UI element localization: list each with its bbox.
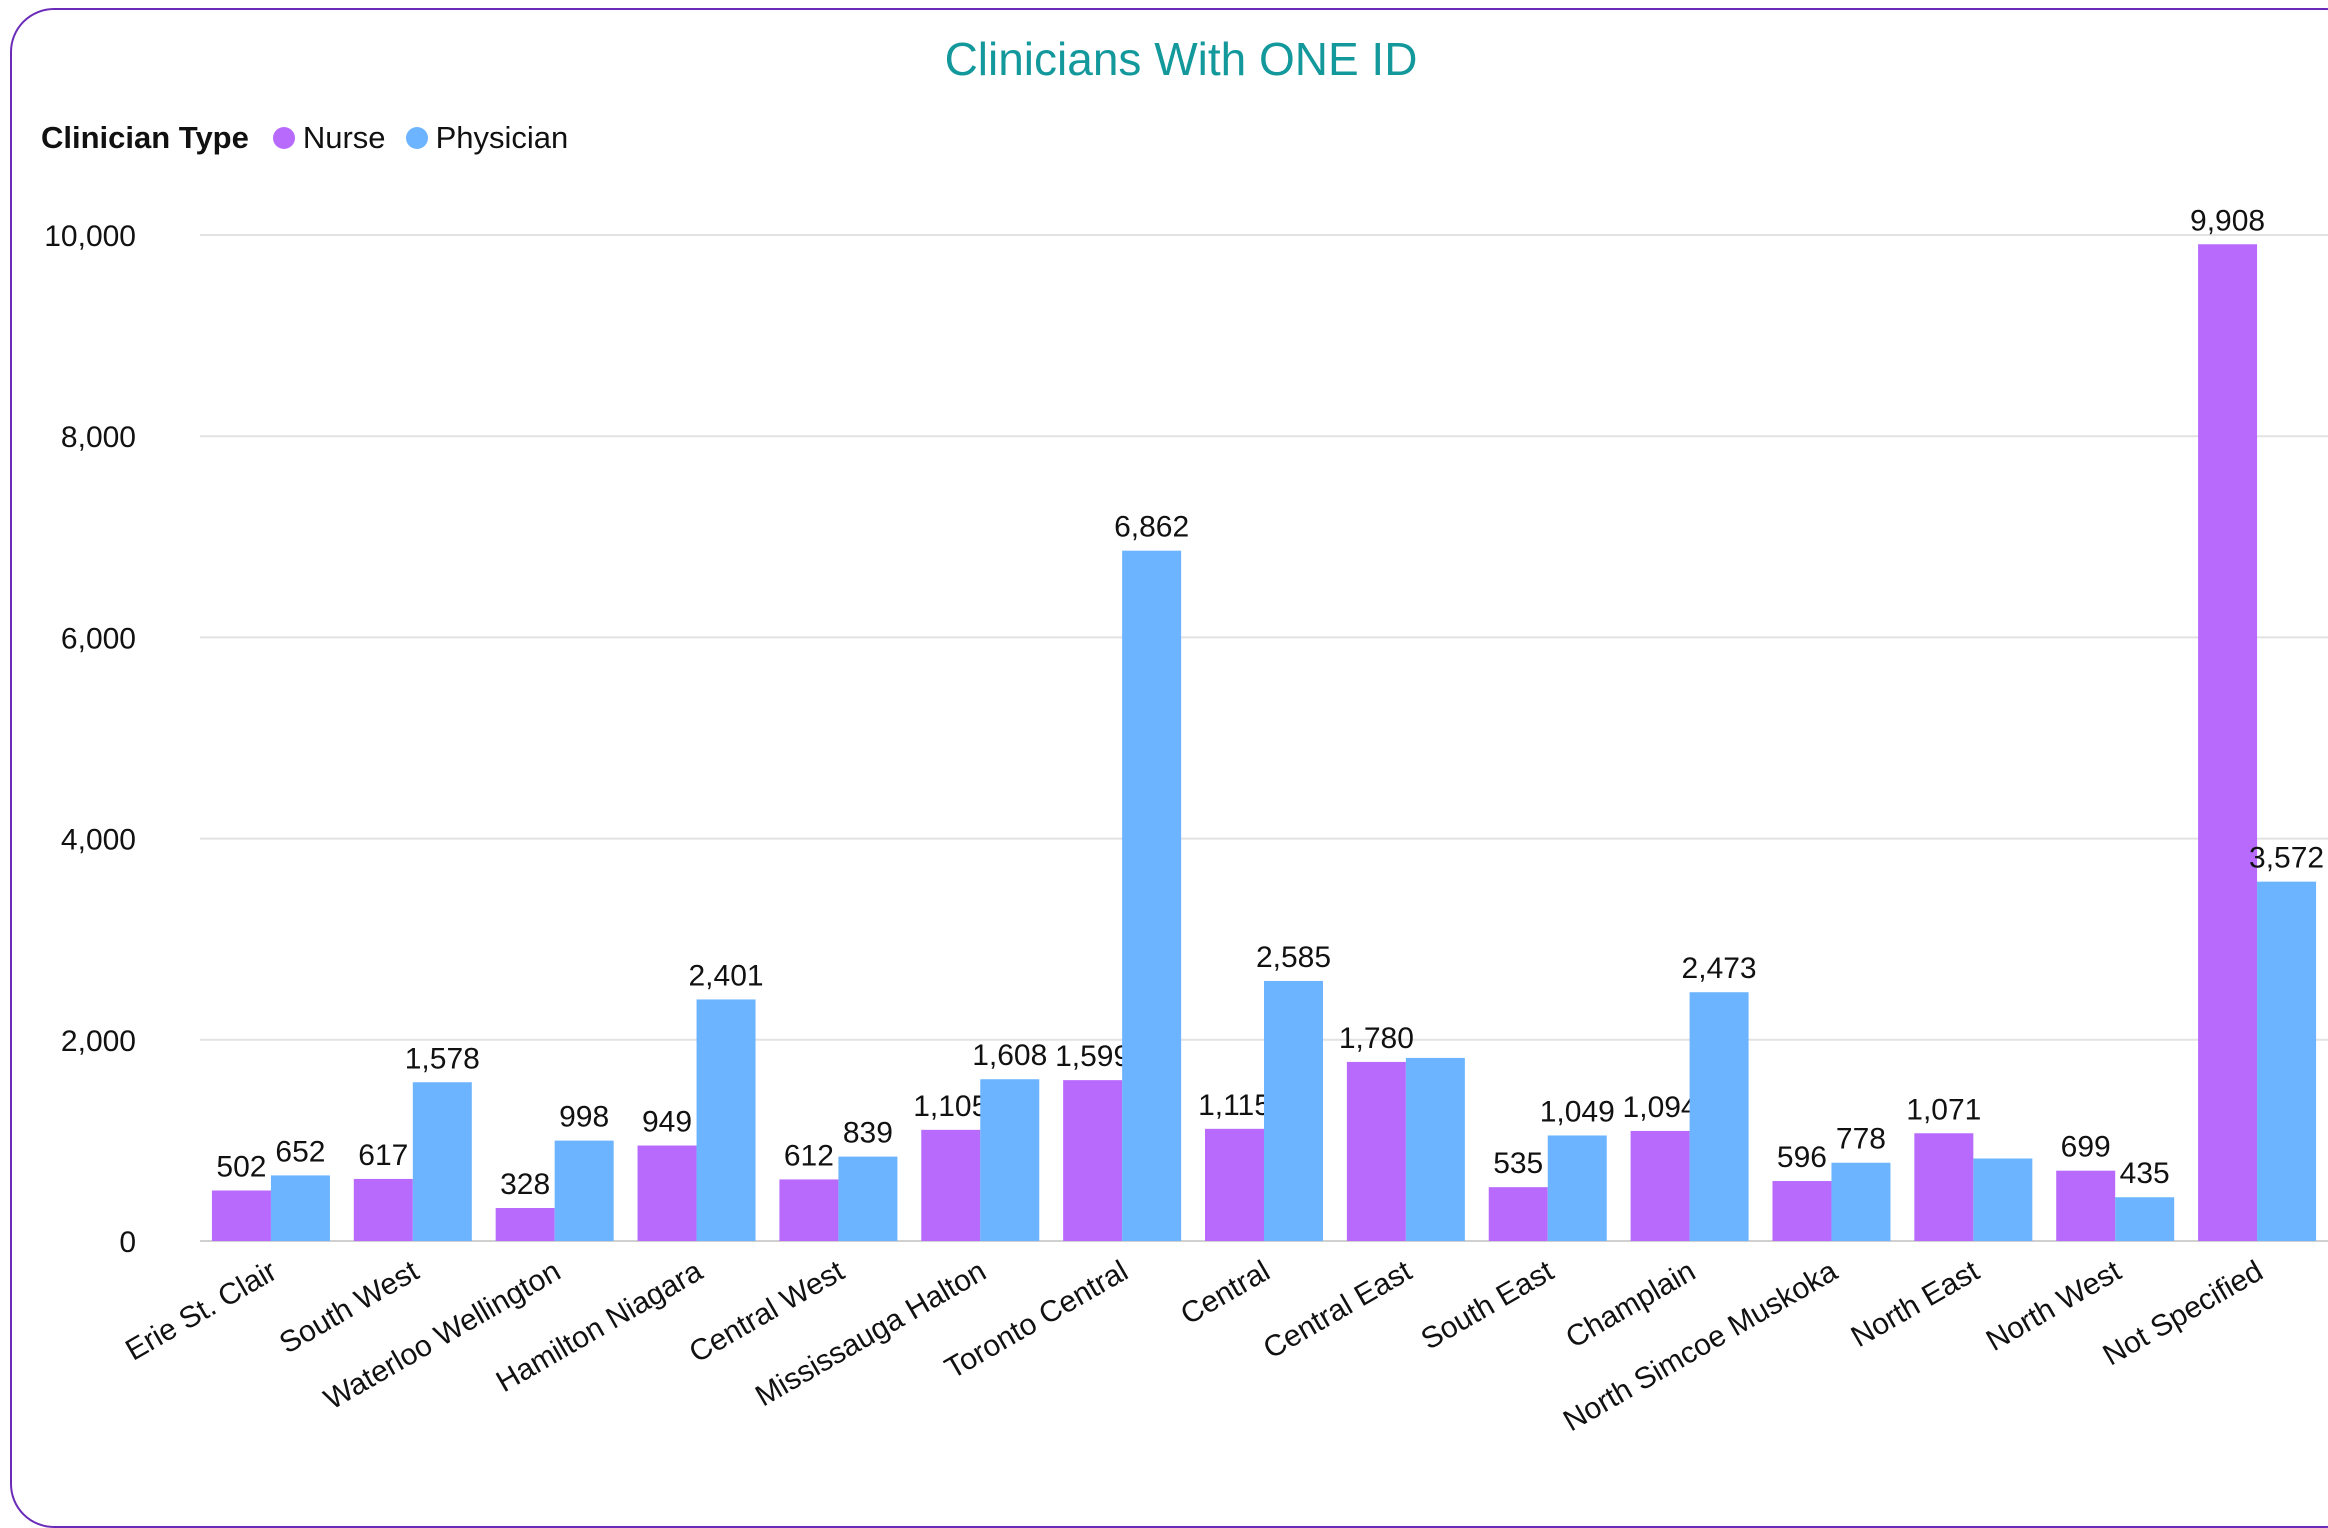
legend-title: Clinician Type bbox=[41, 120, 249, 155]
data-label-nurse: 328 bbox=[500, 1168, 550, 1201]
data-label-physician: 6,862 bbox=[1114, 511, 1189, 544]
data-label-physician: 435 bbox=[2120, 1157, 2170, 1190]
data-label-nurse: 1,599 bbox=[1055, 1040, 1130, 1073]
bar-nurse bbox=[1063, 1080, 1123, 1241]
bar-physician bbox=[270, 1175, 330, 1241]
x-tick-label: South East bbox=[1416, 1254, 1560, 1356]
bar-nurse bbox=[637, 1145, 697, 1241]
data-label-physician: 778 bbox=[1836, 1123, 1886, 1156]
data-label-nurse: 1,071 bbox=[1906, 1093, 1981, 1126]
data-label-nurse: 617 bbox=[358, 1139, 408, 1172]
bar-nurse bbox=[1630, 1130, 1690, 1241]
y-tick-label: 8,000 bbox=[61, 421, 136, 454]
legend-swatch-physician bbox=[405, 127, 428, 149]
bar-physician bbox=[980, 1079, 1040, 1241]
bar-physician bbox=[838, 1156, 898, 1241]
y-tick-label: 0 bbox=[119, 1226, 136, 1259]
data-label-physician: 839 bbox=[843, 1117, 893, 1150]
bar-nurse bbox=[2056, 1170, 2116, 1241]
bar-physician bbox=[1689, 992, 1749, 1241]
legend: Clinician Type Nurse Physician bbox=[41, 118, 588, 158]
x-tick-label: Central East bbox=[1258, 1254, 1418, 1365]
bar-physician bbox=[2257, 881, 2317, 1241]
data-label-nurse: 1,780 bbox=[1339, 1022, 1414, 1055]
data-label-nurse: 612 bbox=[784, 1139, 834, 1172]
data-label-nurse: 699 bbox=[2061, 1131, 2111, 1164]
data-label-nurse: 535 bbox=[1493, 1147, 1543, 1180]
data-label-nurse: 9,908 bbox=[2190, 204, 2265, 237]
bar-nurse bbox=[495, 1208, 555, 1241]
legend-item-physician: Physician bbox=[405, 120, 569, 156]
data-label-physician: 2,585 bbox=[1256, 941, 1331, 974]
data-label-physician: 652 bbox=[275, 1135, 325, 1168]
x-tick-label: Central bbox=[1175, 1254, 1275, 1331]
data-label-nurse: 502 bbox=[216, 1150, 266, 1183]
bar-physician bbox=[412, 1082, 472, 1241]
data-label-nurse: 1,115 bbox=[1198, 1089, 1271, 1122]
y-tick-label: 6,000 bbox=[61, 622, 136, 655]
y-tick-label: 10,000 bbox=[44, 220, 136, 253]
x-tick-label: North East bbox=[1846, 1254, 1986, 1354]
bar-nurse bbox=[921, 1129, 981, 1241]
bar-physician bbox=[1264, 980, 1323, 1241]
data-label-nurse: 949 bbox=[642, 1106, 692, 1139]
bar-nurse bbox=[1488, 1187, 1548, 1241]
bar-physician bbox=[1547, 1135, 1607, 1241]
x-tick-label: Erie St. Clair bbox=[120, 1254, 282, 1367]
data-label-nurse: 596 bbox=[1777, 1141, 1827, 1174]
bar-physician bbox=[696, 999, 756, 1241]
data-label-physician: 2,473 bbox=[1682, 952, 1757, 985]
bar-nurse bbox=[1914, 1133, 1974, 1241]
data-label-physician: 3,572 bbox=[2249, 842, 2324, 875]
bar-physician bbox=[2115, 1197, 2175, 1241]
chart-title: Clinicians With ONE ID bbox=[944, 33, 1418, 85]
data-label-nurse: 1,094 bbox=[1623, 1091, 1698, 1124]
data-label-physician: 1,608 bbox=[972, 1039, 1047, 1072]
bar-nurse bbox=[1205, 1128, 1264, 1241]
data-label-nurse: 1,105 bbox=[913, 1090, 988, 1123]
data-label-physician: 998 bbox=[559, 1101, 609, 1134]
y-tick-label: 4,000 bbox=[61, 824, 136, 857]
x-tick-label: Mississauga Halton bbox=[750, 1254, 992, 1413]
legend-swatch-nurse bbox=[272, 127, 295, 149]
data-label-physician: 1,049 bbox=[1540, 1095, 1615, 1128]
bar-physician bbox=[1973, 1158, 2033, 1241]
bar-nurse bbox=[353, 1178, 413, 1241]
bar-nurse bbox=[779, 1179, 839, 1241]
bar-physician bbox=[1831, 1162, 1891, 1241]
legend-label-nurse: Nurse bbox=[302, 120, 386, 155]
bar-physician bbox=[554, 1140, 614, 1241]
data-label-physician: 1,578 bbox=[405, 1042, 480, 1075]
x-tick-label: Not Specified bbox=[2098, 1254, 2269, 1372]
legend-item-nurse: Nurse bbox=[272, 120, 386, 156]
x-tick-label: North Simcoe Muskoka bbox=[1558, 1254, 1843, 1438]
legend-label-physician: Physician bbox=[435, 120, 569, 155]
bar-nurse bbox=[2198, 244, 2258, 1242]
bar-physician bbox=[1122, 550, 1182, 1241]
y-tick-label: 2,000 bbox=[61, 1025, 136, 1058]
bar-nurse bbox=[1346, 1061, 1406, 1241]
bar-nurse bbox=[1772, 1181, 1832, 1241]
bar-physician bbox=[1405, 1057, 1465, 1241]
data-label-physician: 2,401 bbox=[688, 959, 763, 992]
bar-nurse bbox=[211, 1190, 271, 1241]
x-tick-label: Waterloo Wellington bbox=[319, 1254, 567, 1416]
